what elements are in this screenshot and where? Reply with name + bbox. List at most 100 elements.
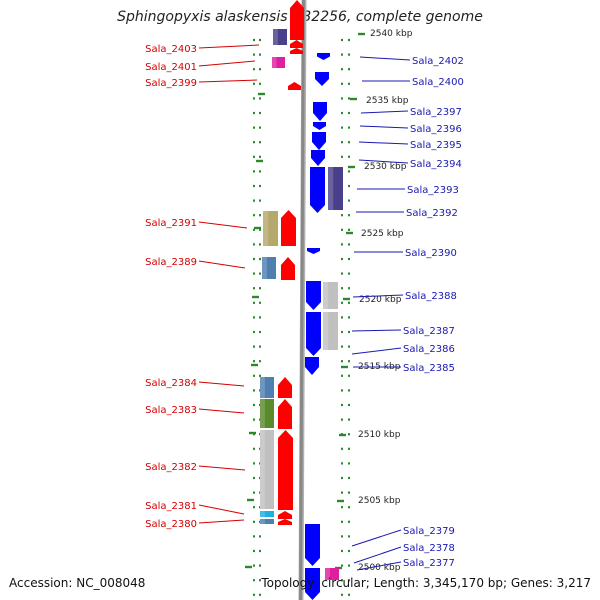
forward-gene [281, 257, 295, 280]
reverse-gene [312, 132, 326, 150]
cog-block-shade [328, 167, 334, 210]
gene-label-forward: Sala_2401 [145, 62, 197, 73]
cog-block [323, 282, 338, 309]
reverse-gene [306, 281, 321, 310]
cog-block-shade [260, 519, 265, 524]
reverse-gene [313, 102, 327, 121]
gene-label-reverse: Sala_2393 [407, 185, 459, 196]
gene-label-forward: Sala_2399 [145, 78, 197, 89]
label-leader [358, 159, 409, 164]
forward-gene [278, 519, 292, 525]
label-leader [356, 561, 402, 571]
scale-label: 2510 kbp [358, 430, 401, 440]
gene-label-forward: Sala_2384 [145, 378, 197, 389]
backbone-core [299, 0, 305, 600]
cog-block [260, 399, 274, 428]
reverse-gene [313, 122, 326, 130]
scale-label: 2540 kbp [370, 29, 413, 39]
forward-gene [278, 377, 292, 398]
gene-label-reverse: Sala_2377 [403, 558, 455, 569]
scale-label: 2525 kbp [361, 229, 404, 239]
label-leader [198, 60, 256, 67]
reverse-gene [310, 167, 325, 213]
forward-gene [290, 0, 304, 40]
label-leader [352, 294, 404, 298]
gene-labels: Sala_2403 Sala_2401 Sala_2399 Sala_2391 Sala… [145, 44, 464, 571]
forward-gene [281, 210, 296, 246]
cog-block-shade [323, 312, 329, 350]
cog-block-shade [260, 399, 265, 428]
gene-label-reverse: Sala_2402 [412, 56, 464, 67]
accession-text: Accession: NC_008048 [9, 576, 146, 590]
cog-block [325, 568, 339, 580]
gene-label-reverse: Sala_2379 [403, 526, 455, 537]
forward-gene [290, 48, 303, 54]
cog-block [260, 377, 274, 398]
cog-blocks [260, 29, 343, 580]
cog-block [328, 167, 343, 210]
gene-label-reverse: Sala_2378 [403, 543, 455, 554]
reverse-gene [305, 357, 319, 375]
gene-label-reverse: Sala_2395 [410, 140, 462, 151]
gene-label-reverse: Sala_2385 [403, 363, 455, 374]
gene-label-reverse: Sala_2400 [412, 77, 464, 88]
gene-label-forward: Sala_2380 [145, 519, 197, 530]
reverse-gene [305, 524, 320, 566]
cog-block [323, 312, 338, 350]
label-leader [198, 381, 245, 387]
label-leader [198, 79, 258, 83]
gene-label-reverse: Sala_2392 [406, 208, 458, 219]
cog-block [263, 211, 278, 246]
scale-label: 2535 kbp [366, 96, 409, 106]
reverse-gene [311, 150, 325, 166]
gene-label-reverse: Sala_2390 [405, 248, 457, 259]
gene-arrows [278, 0, 330, 600]
label-leader [198, 44, 260, 49]
gene-label-reverse: Sala_2386 [403, 344, 455, 355]
label-leader [198, 519, 245, 524]
cog-block-shade [325, 568, 330, 580]
cog-block-shade [323, 282, 329, 309]
reverse-gene [307, 248, 320, 254]
cog-block [260, 430, 274, 509]
label-leader [198, 221, 248, 229]
gene-label-reverse: Sala_2394 [410, 159, 462, 170]
cog-block-shade [273, 29, 278, 45]
cog-block-shade [262, 257, 267, 279]
cog-block [260, 519, 274, 524]
label-leader [198, 504, 245, 515]
label-leader [358, 141, 409, 145]
cog-block [262, 257, 276, 279]
label-leader [359, 125, 409, 129]
scale-label: 2530 kbp [364, 162, 407, 172]
topology-text: Topology: circular; Length: 3,345,170 bp… [261, 576, 591, 590]
cog-block-shade [260, 377, 265, 398]
forward-gene [290, 40, 303, 48]
cog-block [260, 511, 274, 517]
gene-label-forward: Sala_2381 [145, 501, 197, 512]
label-leader [198, 465, 246, 471]
cog-block [272, 57, 285, 68]
label-leader [359, 56, 411, 61]
gene-label-reverse: Sala_2387 [403, 326, 455, 337]
scale-label: 2520 kbp [359, 295, 402, 305]
forward-gene [278, 511, 292, 519]
gene-label-forward: Sala_2382 [145, 462, 197, 473]
gene-label-forward: Sala_2391 [145, 218, 197, 229]
cog-block-shade [272, 57, 277, 68]
gene-label-forward: Sala_2389 [145, 257, 197, 268]
label-leader [351, 529, 402, 547]
forward-gene [288, 82, 301, 90]
gene-label-reverse: Sala_2388 [405, 291, 457, 302]
cog-block [273, 29, 287, 45]
reverse-gene [306, 312, 321, 356]
reverse-gene [305, 568, 320, 600]
gene-label-reverse: Sala_2396 [410, 124, 462, 135]
label-leader [351, 347, 402, 355]
gene-label-forward: Sala_2383 [145, 405, 197, 416]
forward-gene [278, 399, 292, 429]
genome-backbone [298, 0, 307, 600]
reverse-gene [315, 72, 329, 86]
cog-block-shade [263, 211, 269, 246]
